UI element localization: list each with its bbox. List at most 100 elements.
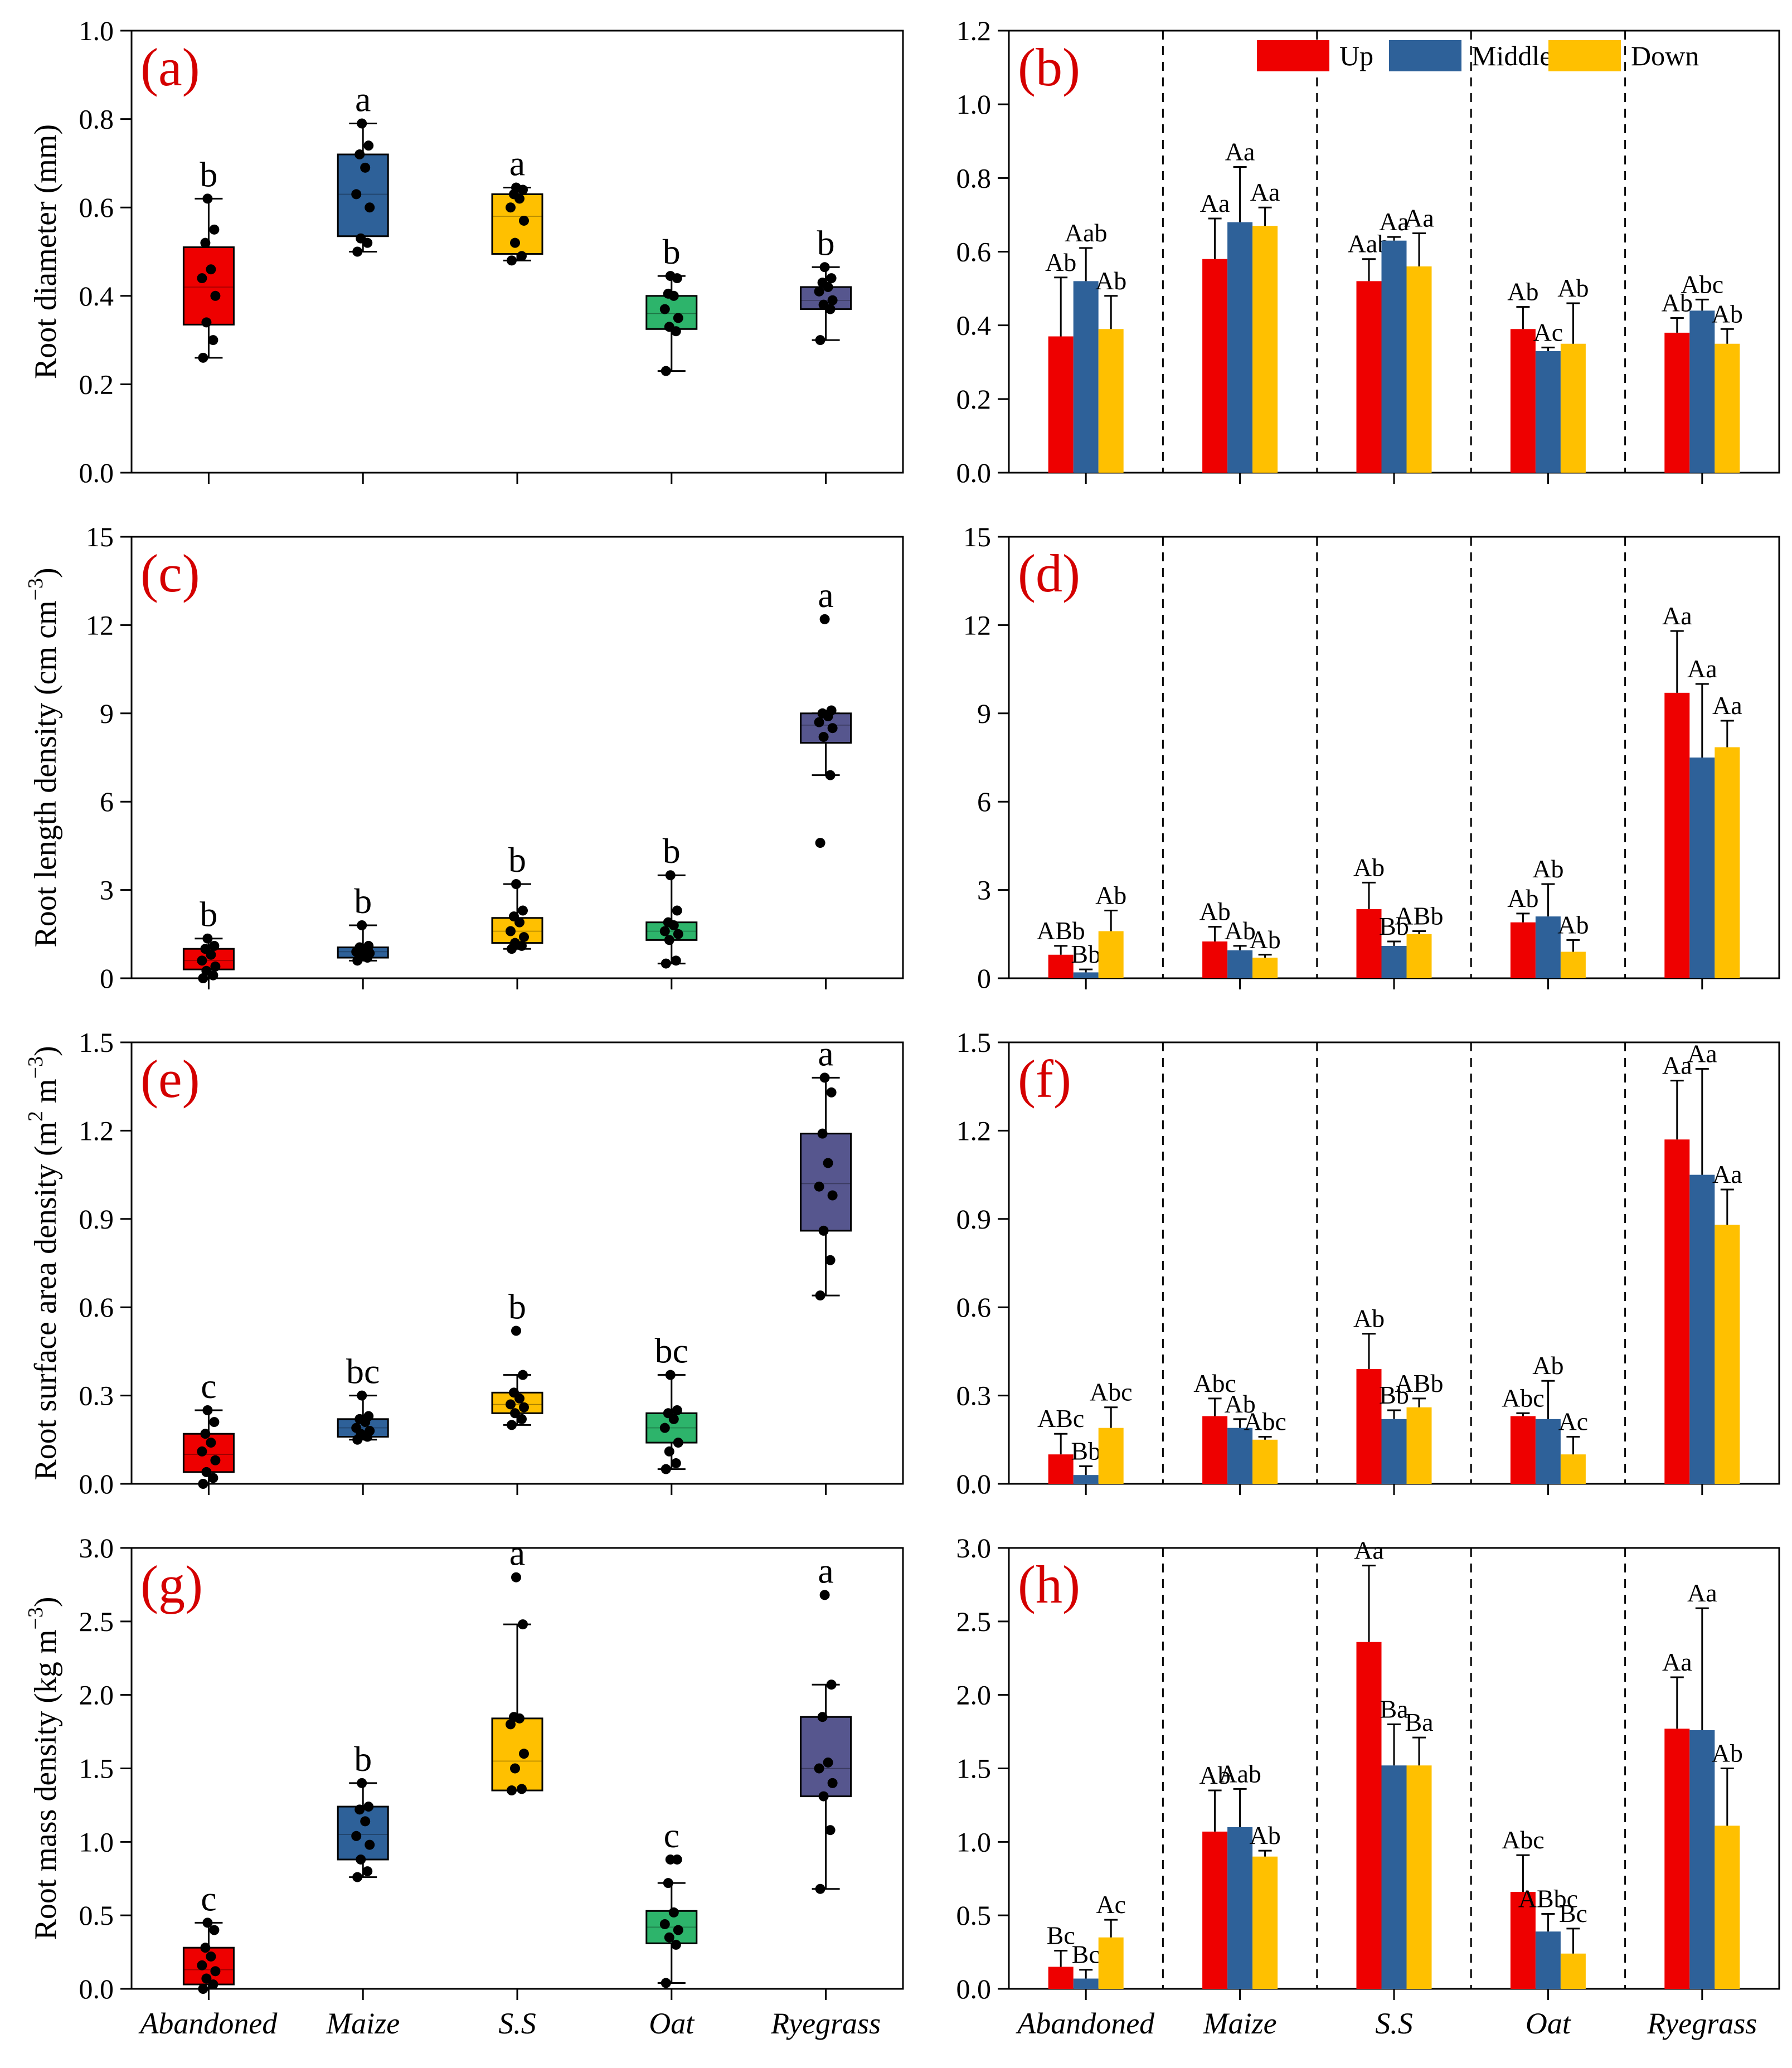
y-tick-label: 0.0 (956, 457, 992, 488)
y-tick-label: 0.4 (956, 310, 992, 341)
y-tick-label: 1.0 (79, 1826, 114, 1857)
y-tick-label: 0.2 (956, 383, 992, 415)
data-point (663, 1408, 673, 1419)
x-category-label: Ryegrass (770, 2007, 881, 2040)
significance-label: Ab (1095, 266, 1126, 295)
data-point (509, 1712, 519, 1722)
data-point (201, 965, 212, 976)
data-point (210, 290, 221, 301)
data-point (209, 224, 220, 235)
significance-label: Aab (1065, 219, 1108, 247)
significance-letter: b (663, 232, 681, 271)
significance-label: Ac (1533, 318, 1563, 346)
y-tick-label: 0.2 (79, 368, 114, 400)
data-point (197, 1960, 207, 1970)
y-tick-label: 1.5 (956, 1027, 992, 1058)
significance-letter: bc (655, 1331, 688, 1371)
bar-middle (1689, 1174, 1715, 1484)
significance-label: ABbc (1518, 1885, 1578, 1913)
significance-label: Ab (1249, 925, 1280, 954)
panel-label: (b) (1018, 37, 1080, 97)
data-point (357, 1390, 367, 1401)
significance-letter: a (818, 1551, 833, 1590)
y-axis-title-tail: ) (28, 1046, 63, 1056)
y-axis-title-sup: −3 (24, 578, 47, 600)
bar-down (1715, 343, 1740, 473)
bar-down (1560, 1454, 1586, 1484)
y-axis-title-text: Root diameter (mm) (28, 124, 63, 379)
significance-label: Ab (1507, 884, 1538, 912)
y-tick-label: 0.3 (79, 1380, 114, 1411)
data-point (825, 1255, 836, 1265)
data-point (208, 1473, 218, 1483)
data-point (206, 1438, 216, 1448)
bar-middle (1535, 351, 1561, 473)
significance-label: Aa (1200, 189, 1230, 217)
box (800, 1716, 852, 1798)
y-tick-label: 0.8 (79, 104, 114, 135)
significance-letter: b (354, 1739, 372, 1779)
bar-down (1098, 931, 1124, 978)
y-tick-label: 2.0 (79, 1679, 114, 1711)
significance-label: ABc (1037, 1404, 1084, 1433)
bar-up (1048, 336, 1074, 473)
data-point (663, 917, 673, 928)
data-point (360, 1816, 371, 1827)
data-point (663, 288, 673, 299)
data-point (672, 905, 682, 916)
data-point (363, 140, 374, 151)
bar-down (1715, 1225, 1740, 1484)
bar-down (1098, 329, 1124, 473)
box (182, 246, 235, 326)
data-point (818, 299, 829, 310)
panel-b: 0.00.20.40.60.81.01.2(b)AbAabAbAaAaAaAab… (956, 15, 1780, 488)
panel-label: (h) (1018, 1555, 1080, 1614)
data-point (201, 1973, 212, 1984)
significance-label: Bb (1379, 1381, 1409, 1409)
significance-label: Aa (1354, 1536, 1384, 1565)
data-point (198, 1984, 208, 1994)
data-point (819, 1590, 830, 1600)
data-point (507, 1420, 517, 1430)
significance-label: Aa (1712, 1160, 1742, 1188)
legend-label: Down (1631, 40, 1699, 71)
significance-label: Ba (1405, 1708, 1433, 1736)
panel-label: (d) (1018, 543, 1080, 603)
data-point (209, 1925, 220, 1935)
y-tick-label: 3 (100, 875, 114, 906)
bar-middle (1535, 1931, 1561, 1989)
significance-label: Ab (1249, 1821, 1280, 1849)
y-tick-label: 3 (977, 875, 991, 906)
bar-down (1560, 1953, 1586, 1989)
data-point (819, 262, 830, 273)
bar-middle (1535, 1419, 1561, 1484)
significance-label: ABb (1037, 916, 1085, 945)
significance-label: Ab (1507, 278, 1538, 306)
data-point (198, 1479, 208, 1489)
significance-label: Bc (1559, 1899, 1587, 1928)
panel-c: 0 3 6 9 12 15 (c) Root length density (cm cm−3)… (24, 521, 904, 994)
y-tick-label: 0.0 (79, 1973, 114, 2004)
data-point (664, 1446, 674, 1457)
data-point (365, 1839, 375, 1850)
significance-label: Ab (1224, 916, 1255, 945)
significance-letter: b (508, 1287, 526, 1326)
data-point (519, 1402, 529, 1412)
significance-letter: a (818, 1033, 833, 1073)
significance-label: Abc (1502, 1383, 1545, 1412)
bar-up (1202, 1831, 1228, 1989)
y-tick-label: 15 (963, 521, 991, 552)
y-tick-label: 0.6 (79, 192, 114, 223)
y-tick-label: 0.5 (79, 1900, 114, 1931)
y-tick-label: 2.0 (956, 1679, 992, 1711)
significance-label: Ab (1353, 1304, 1385, 1333)
significance-label: Bb (1071, 940, 1101, 968)
bar-middle (1227, 1428, 1253, 1484)
data-point (671, 1939, 681, 1950)
bar-up (1356, 1369, 1382, 1484)
bar-up (1356, 1642, 1382, 1989)
data-point (202, 193, 213, 204)
data-point (673, 1438, 683, 1448)
data-point (825, 770, 836, 780)
data-point (209, 940, 220, 951)
